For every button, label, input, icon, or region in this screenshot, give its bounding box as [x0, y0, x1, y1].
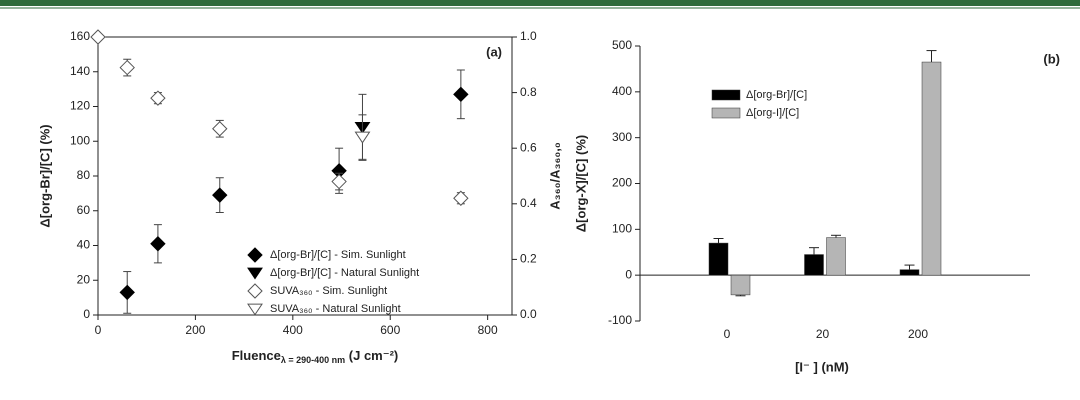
x-tick-label: 400 [283, 323, 303, 337]
y-tick-label: 100 [612, 222, 632, 236]
marker [150, 90, 166, 106]
marker [119, 284, 135, 301]
y-axis-label: Δ[org-X]/[C] (%) [573, 135, 588, 232]
x-axis-label-part: λ = 290-400 nm [281, 355, 345, 365]
legend-label: SUVA₃₆₀ - Sim. Sunlight [270, 285, 387, 297]
y2-tick-label: 0.0 [520, 307, 537, 321]
marker [90, 29, 106, 45]
legend-swatch [711, 107, 741, 119]
marker [119, 59, 135, 76]
x-tick-label: 600 [380, 323, 400, 337]
legend-label: Δ[org-Br]/[C] [746, 89, 807, 101]
x-tick-label: 200 [908, 327, 928, 341]
y2-tick-label: 0.6 [520, 140, 537, 154]
bar [730, 274, 751, 296]
marker [247, 303, 263, 316]
y-tick-label: 0 [83, 307, 90, 321]
y-tick-label: -100 [608, 313, 632, 327]
y2-tick-label: 0.4 [520, 196, 537, 210]
bar [921, 61, 942, 276]
marker [331, 173, 347, 190]
y-tick-label: 400 [612, 84, 632, 98]
panel-label: (a) [486, 44, 502, 59]
y-tick-label: 120 [70, 99, 90, 113]
legend-label: Δ[org-I]/[C] [746, 107, 799, 119]
legend-swatch [711, 89, 741, 101]
y-tick-label: 200 [612, 176, 632, 190]
y-tick-label: 160 [70, 29, 90, 43]
marker [247, 283, 263, 299]
y-tick-label: 60 [77, 203, 91, 217]
y-tick-label: 100 [70, 133, 90, 147]
legend-label: SUVA₃₆₀ - Natural Sunlight [270, 303, 401, 315]
y-tick-label: 300 [612, 130, 632, 144]
bar [708, 242, 729, 276]
x-tick-label: 200 [185, 323, 205, 337]
y-tick-label: 500 [612, 38, 632, 52]
legend-label: Δ[org-Br]/[C] - Natural Sunlight [270, 267, 419, 279]
marker [150, 236, 166, 252]
x-tick-label: 0 [724, 327, 731, 341]
y-tick-label: 80 [77, 168, 91, 182]
marker [247, 267, 263, 280]
panel-label: (b) [1043, 51, 1060, 66]
bar [804, 254, 824, 276]
y2-tick-label: 1.0 [520, 29, 537, 43]
y2-tick-label: 0.8 [520, 85, 537, 99]
bar [899, 269, 920, 276]
x-axis-label: Fluenceλ = 290-400 nm (J cm⁻²) [232, 348, 399, 365]
x-axis-label-part: (J cm⁻²) [345, 348, 398, 363]
marker [212, 187, 228, 203]
marker [212, 121, 228, 137]
x-tick-label: 0 [95, 323, 102, 337]
legend-label: Δ[org-Br]/[C] - Sim. Sunlight [270, 249, 406, 261]
x-tick-label: 20 [816, 327, 830, 341]
marker [453, 190, 469, 206]
y-tick-label: 140 [70, 64, 90, 78]
x-axis-label: [I⁻ ] (nM) [795, 359, 849, 374]
y-tick-label: 0 [625, 267, 632, 281]
y2-axis-label: A₃₆₀/A₃₆₀,₀ [547, 142, 562, 210]
y2-tick-label: 0.2 [520, 252, 537, 266]
x-tick-label: 800 [478, 323, 498, 337]
marker [354, 131, 371, 144]
y-axis-label: Δ[org-Br]/[C] (%) [37, 124, 52, 227]
x-axis-label-part: Fluence [232, 348, 281, 363]
marker [247, 247, 263, 263]
y-tick-label: 40 [77, 238, 91, 252]
marker [453, 86, 469, 103]
y-tick-label: 20 [77, 272, 91, 286]
header-band [0, 0, 1080, 6]
bar [826, 237, 846, 276]
